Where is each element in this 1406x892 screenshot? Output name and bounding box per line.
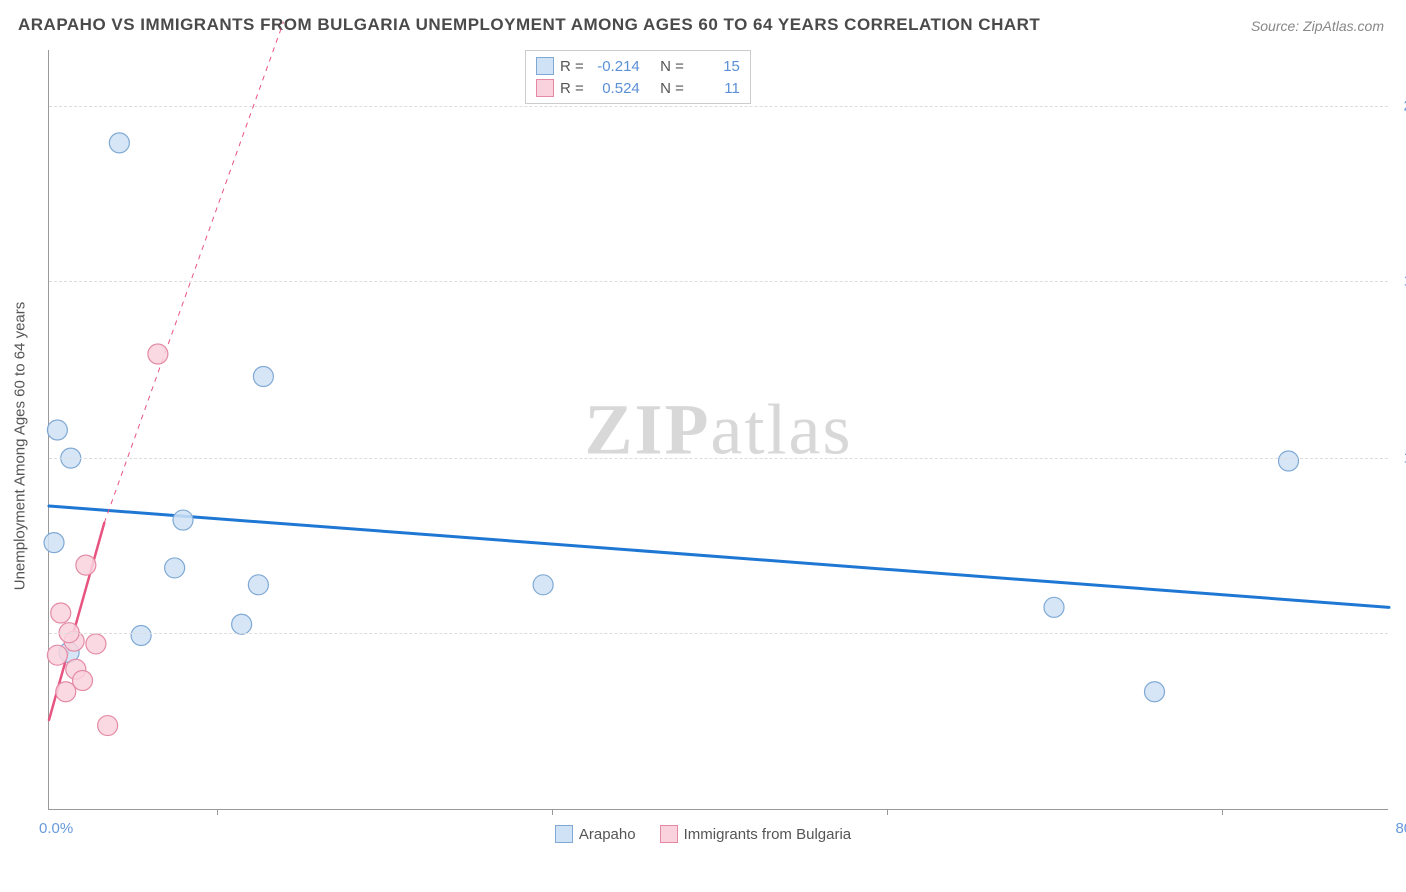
legend-item: Arapaho: [555, 825, 636, 843]
data-point: [44, 533, 64, 553]
scatter-plot-svg: [49, 50, 1388, 809]
legend-swatch: [660, 825, 678, 843]
data-point: [47, 645, 67, 665]
x-tick: [217, 809, 218, 815]
legend-swatch: [536, 79, 554, 97]
data-point: [98, 716, 118, 736]
legend-r-label: R =: [560, 80, 584, 97]
data-point: [1044, 597, 1064, 617]
legend-swatch: [536, 57, 554, 75]
trend-line-extension: [104, 22, 283, 523]
y-axis-label: Unemployment Among Ages 60 to 64 years: [12, 302, 29, 591]
data-point: [76, 555, 96, 575]
plot-area: ZIPatlas 0.0% 80.0% 6.3%12.5%18.8%25.0%: [48, 50, 1388, 810]
gridline: [49, 106, 1388, 107]
y-tick-label: 12.5%: [1394, 450, 1406, 467]
data-point: [248, 575, 268, 595]
data-point: [165, 558, 185, 578]
gridline: [49, 458, 1388, 459]
legend-r-label: R =: [560, 58, 584, 75]
legend-swatch: [555, 825, 573, 843]
data-point: [56, 682, 76, 702]
x-tick: [552, 809, 553, 815]
data-point: [51, 603, 71, 623]
legend-n-value: 11: [690, 80, 740, 97]
data-point: [533, 575, 553, 595]
legend-n-label: N =: [660, 80, 684, 97]
data-point: [1279, 451, 1299, 471]
source-attribution: Source: ZipAtlas.com: [1251, 18, 1384, 34]
legend-n-value: 15: [690, 58, 740, 75]
legend-row: R = -0.214 N = 15: [536, 55, 740, 77]
legend-item: Immigrants from Bulgaria: [660, 825, 852, 843]
data-point: [232, 614, 252, 634]
data-point: [253, 367, 273, 387]
trend-line: [49, 506, 1389, 607]
legend-n-label: N =: [660, 58, 684, 75]
data-point: [131, 625, 151, 645]
data-point: [86, 634, 106, 654]
data-point: [47, 420, 67, 440]
data-point: [148, 344, 168, 364]
correlation-legend: R = -0.214 N = 15 R = 0.524 N = 11: [525, 50, 751, 104]
data-point: [109, 133, 129, 153]
x-tick: [1222, 809, 1223, 815]
legend-r-value: 0.524: [590, 80, 640, 97]
y-tick-label: 6.3%: [1394, 624, 1406, 641]
chart-title: ARAPAHO VS IMMIGRANTS FROM BULGARIA UNEM…: [18, 15, 1040, 35]
y-tick-label: 25.0%: [1394, 98, 1406, 115]
data-point: [73, 671, 93, 691]
y-tick-label: 18.8%: [1394, 272, 1406, 289]
gridline: [49, 633, 1388, 634]
legend-label: Immigrants from Bulgaria: [684, 826, 852, 843]
x-tick: [887, 809, 888, 815]
legend-r-value: -0.214: [590, 58, 640, 75]
legend-label: Arapaho: [579, 826, 636, 843]
legend-row: R = 0.524 N = 11: [536, 77, 740, 99]
data-point: [1145, 682, 1165, 702]
gridline: [49, 281, 1388, 282]
data-point: [173, 510, 193, 530]
series-legend: Arapaho Immigrants from Bulgaria: [0, 825, 1406, 847]
